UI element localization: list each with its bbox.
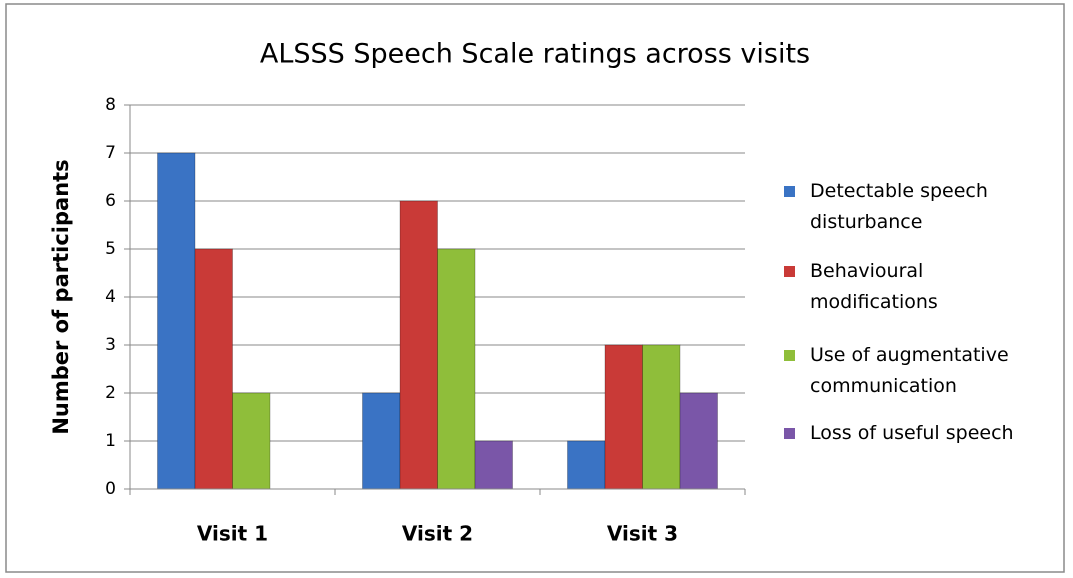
x-tick-label: Visit 3 <box>607 522 678 546</box>
y-tick-label: 8 <box>105 95 116 115</box>
legend-item: Detectable speech disturbance <box>784 176 1054 238</box>
y-tick-label: 2 <box>105 383 116 403</box>
bar <box>157 152 196 490</box>
y-tick-label: 5 <box>105 239 116 259</box>
legend-swatch <box>784 266 795 277</box>
y-tick-label: 7 <box>105 143 116 163</box>
bar <box>399 200 438 490</box>
bar <box>474 440 513 490</box>
legend-label: Behavioural modifications <box>810 260 938 313</box>
legend-swatch <box>784 428 795 439</box>
bar <box>642 344 681 490</box>
legend-item: Behavioural modifications <box>784 256 1054 318</box>
legend-label: Use of augmentative communication <box>810 344 1009 397</box>
legend-swatch <box>784 350 795 361</box>
y-tick-label: 3 <box>105 335 116 355</box>
bar <box>232 392 271 490</box>
legend-swatch <box>784 186 795 197</box>
y-tick-label: 6 <box>105 191 116 211</box>
y-tick-label: 0 <box>105 479 116 499</box>
chart-title: ALSSS Speech Scale ratings across visits <box>260 39 810 70</box>
legend-item: Loss of useful speech <box>784 418 1054 449</box>
x-tick-label: Visit 2 <box>402 522 473 546</box>
y-axis-label: Number of participants <box>49 159 73 434</box>
bar <box>194 248 233 490</box>
bar <box>679 392 718 490</box>
bar <box>437 248 476 490</box>
y-tick-label: 1 <box>105 431 116 451</box>
bar <box>604 344 643 490</box>
x-tick-label: Visit 1 <box>197 522 268 546</box>
legend-label: Loss of useful speech <box>810 422 1014 444</box>
legend-item: Use of augmentative communication <box>784 340 1054 402</box>
legend-label: Detectable speech disturbance <box>810 180 988 233</box>
bar <box>567 440 606 490</box>
y-tick-label: 4 <box>105 287 116 307</box>
bar <box>362 392 401 490</box>
